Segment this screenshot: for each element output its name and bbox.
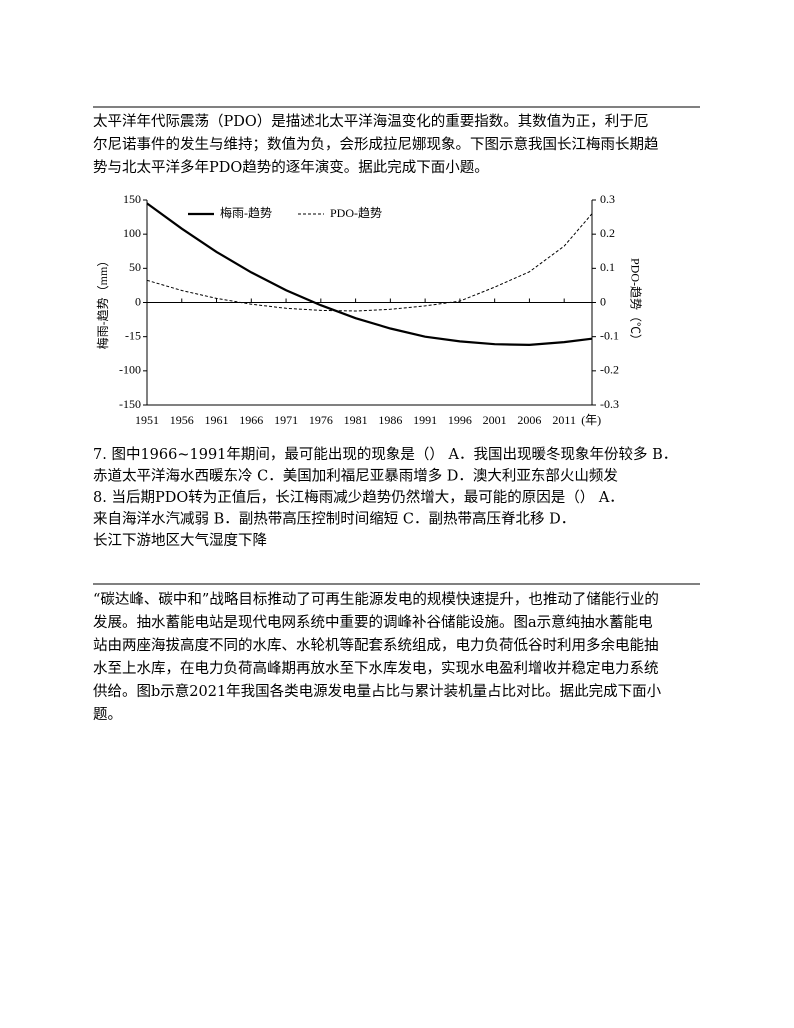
chart: -150-100-15050100150-0.3-0.2-0.100.10.20… bbox=[95, 192, 643, 427]
text-line: 来自海洋水汽减弱 B．副热带高压控制时间缩短 C．副热带高压脊北移 D． bbox=[93, 511, 575, 528]
y2-tick-label: -0.2 bbox=[600, 363, 619, 377]
text-line: 8. 当后期PDO转为正值后，长江梅雨减少趋势仍然增大，最可能的原因是（） A． bbox=[93, 489, 624, 506]
x-tick-label: 1961 bbox=[205, 413, 229, 427]
y2-tick-label: -0.3 bbox=[600, 397, 619, 411]
y2-tick-label: 0.1 bbox=[600, 260, 615, 274]
x-tick-label: 2001 bbox=[483, 413, 507, 427]
text-line: 长江下游地区大气湿度下降 bbox=[93, 532, 267, 549]
y-tick-label: 50 bbox=[129, 260, 141, 274]
text-line: 站由两座海拔高度不同的水库、水轮机等配套系统组成，电力负荷低谷时利用多余电能抽 bbox=[93, 636, 659, 654]
y2-tick-label: 0.3 bbox=[600, 192, 615, 206]
text-line: 7. 图中1966~1991年期间，最可能出现的现象是（） A．我国出现暖冬现象… bbox=[93, 445, 677, 463]
text-line: 题。 bbox=[93, 707, 122, 723]
x-tick-label: 1986 bbox=[378, 413, 402, 427]
y-axis-label: 梅雨-趋势（mm） bbox=[95, 255, 110, 350]
series-line bbox=[146, 202, 593, 347]
y-tick-label: 0 bbox=[135, 294, 141, 308]
text-line: 尔尼诺事件的发生与维持；数值为负，会形成拉尼娜现象。下图示意我国长江梅雨长期趋 bbox=[93, 135, 659, 153]
y-tick-label: 150 bbox=[123, 192, 141, 206]
x-unit: (年) bbox=[581, 413, 601, 427]
y2-tick-label: 0.2 bbox=[600, 226, 615, 240]
y2-tick-label: 0 bbox=[600, 294, 606, 308]
legend-label: PDO-趋势 bbox=[330, 206, 382, 220]
series-line bbox=[146, 213, 593, 312]
text-line: 势与北太平洋多年PDO趋势的逐年演变。据此完成下面小题。 bbox=[93, 159, 489, 176]
text-line: 发展。抽水蓄能电站是现代电网系统中重要的调峰补谷储能设施。图a示意纯抽水蓄能电 bbox=[93, 613, 653, 631]
x-tick-label: 1956 bbox=[170, 413, 194, 427]
x-tick-label: 2006 bbox=[517, 413, 541, 427]
text-line: “碳达峰、碳中和”战略目标推动了可再生能源发电的规模快速提升，也推动了储能行业的 bbox=[93, 591, 659, 608]
x-tick-label: 1966 bbox=[239, 413, 263, 427]
text-line: 水至上水库，在电力负荷高峰期再放水至下水库发电，实现水电盈利增收并稳定电力系统 bbox=[93, 660, 659, 677]
x-tick-label: 1996 bbox=[448, 413, 472, 427]
y-tick-label: 100 bbox=[123, 226, 141, 240]
text-line: 供给。图b示意2021年我国各类电源发电量占比与累计装机量占比对比。据此完成下面… bbox=[93, 682, 662, 700]
x-tick-label: 2011 bbox=[552, 413, 576, 427]
x-tick-label: 1991 bbox=[413, 413, 437, 427]
x-tick-label: 1951 bbox=[135, 413, 159, 427]
text-line: 太平洋年代际震荡（PDO）是描述北太平洋海温变化的重要指数。其数值为正，利于厄 bbox=[93, 113, 648, 130]
y-tick-label: -150 bbox=[119, 397, 141, 411]
text-line: 赤道太平洋海水西暖东冷 C．美国加利福尼亚暴雨增多 D．澳大利亚东部火山频发 bbox=[93, 468, 618, 485]
x-tick-label: 1971 bbox=[274, 413, 298, 427]
y2-axis-label: PDO-趋势（℃） bbox=[628, 258, 642, 346]
y2-tick-label: -0.1 bbox=[600, 328, 619, 342]
x-tick-label: 1981 bbox=[344, 413, 368, 427]
y-tick-label: -15 bbox=[125, 328, 141, 342]
y-tick-label: -100 bbox=[119, 363, 141, 377]
x-tick-label: 1976 bbox=[309, 413, 333, 427]
legend-label: 梅雨-趋势 bbox=[220, 205, 272, 220]
